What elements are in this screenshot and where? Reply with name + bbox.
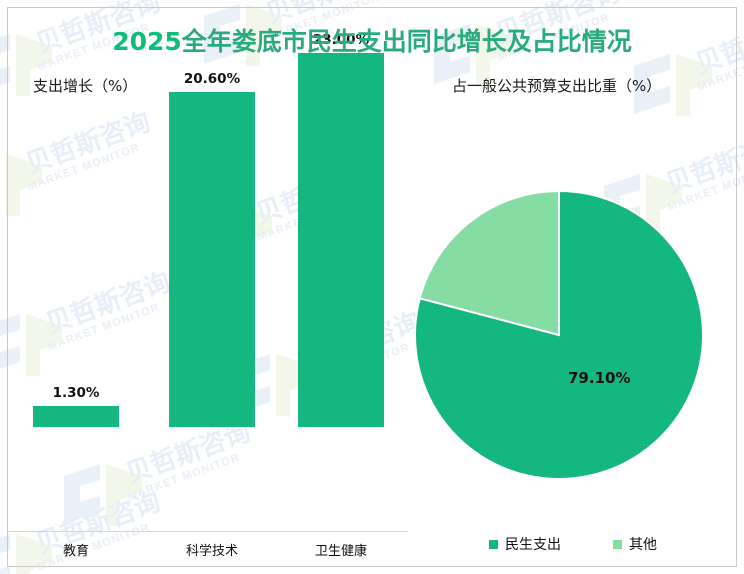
pie-slice[interactable]: [418, 190, 560, 337]
bar-rect[interactable]: [33, 406, 119, 427]
chart-title-year: 2025: [112, 27, 182, 56]
bar-category-label: 教育: [62, 544, 89, 559]
bar-value-label: 1.30%: [52, 385, 100, 401]
legend-item-minsheng[interactable]: 民生支出: [489, 534, 561, 554]
pie-axis-label: 占一般公共预算支出比重（%）: [452, 77, 662, 95]
bar-axis-label: 支出增长（%）: [33, 77, 138, 95]
legend-swatch: [613, 539, 622, 549]
chart-title-text: 全年娄底市民生支出同比增长及占比情况: [181, 27, 632, 56]
chart-title: 2025全年娄底市民生支出同比增长及占比情况: [0, 22, 744, 58]
bar-chart: 1.30% 20.60% 23.00% 教育 科学技术 卫生健康: [8, 32, 408, 570]
bar-category-label: 科学技术: [185, 544, 238, 559]
pie-slices[interactable]: [414, 190, 704, 480]
legend-label: 民生支出: [505, 537, 561, 553]
bar-value-label: 23.00%: [312, 32, 370, 48]
legend-label: 其他: [629, 537, 657, 553]
pie-legend: 民生支出 其他: [408, 534, 738, 554]
pie-svg: [414, 190, 704, 480]
legend-swatch: [489, 539, 498, 549]
bar-category-label: 卫生健康: [314, 544, 367, 559]
bar-value-label: 20.60%: [183, 71, 241, 87]
bar-baseline: [8, 531, 408, 532]
bar-rect[interactable]: [298, 53, 384, 427]
legend-item-other[interactable]: 其他: [613, 534, 657, 554]
pie-value-label: 79.10%: [568, 369, 631, 387]
pie-chart: 79.10%: [408, 100, 738, 570]
bar-rect[interactable]: [169, 92, 255, 427]
